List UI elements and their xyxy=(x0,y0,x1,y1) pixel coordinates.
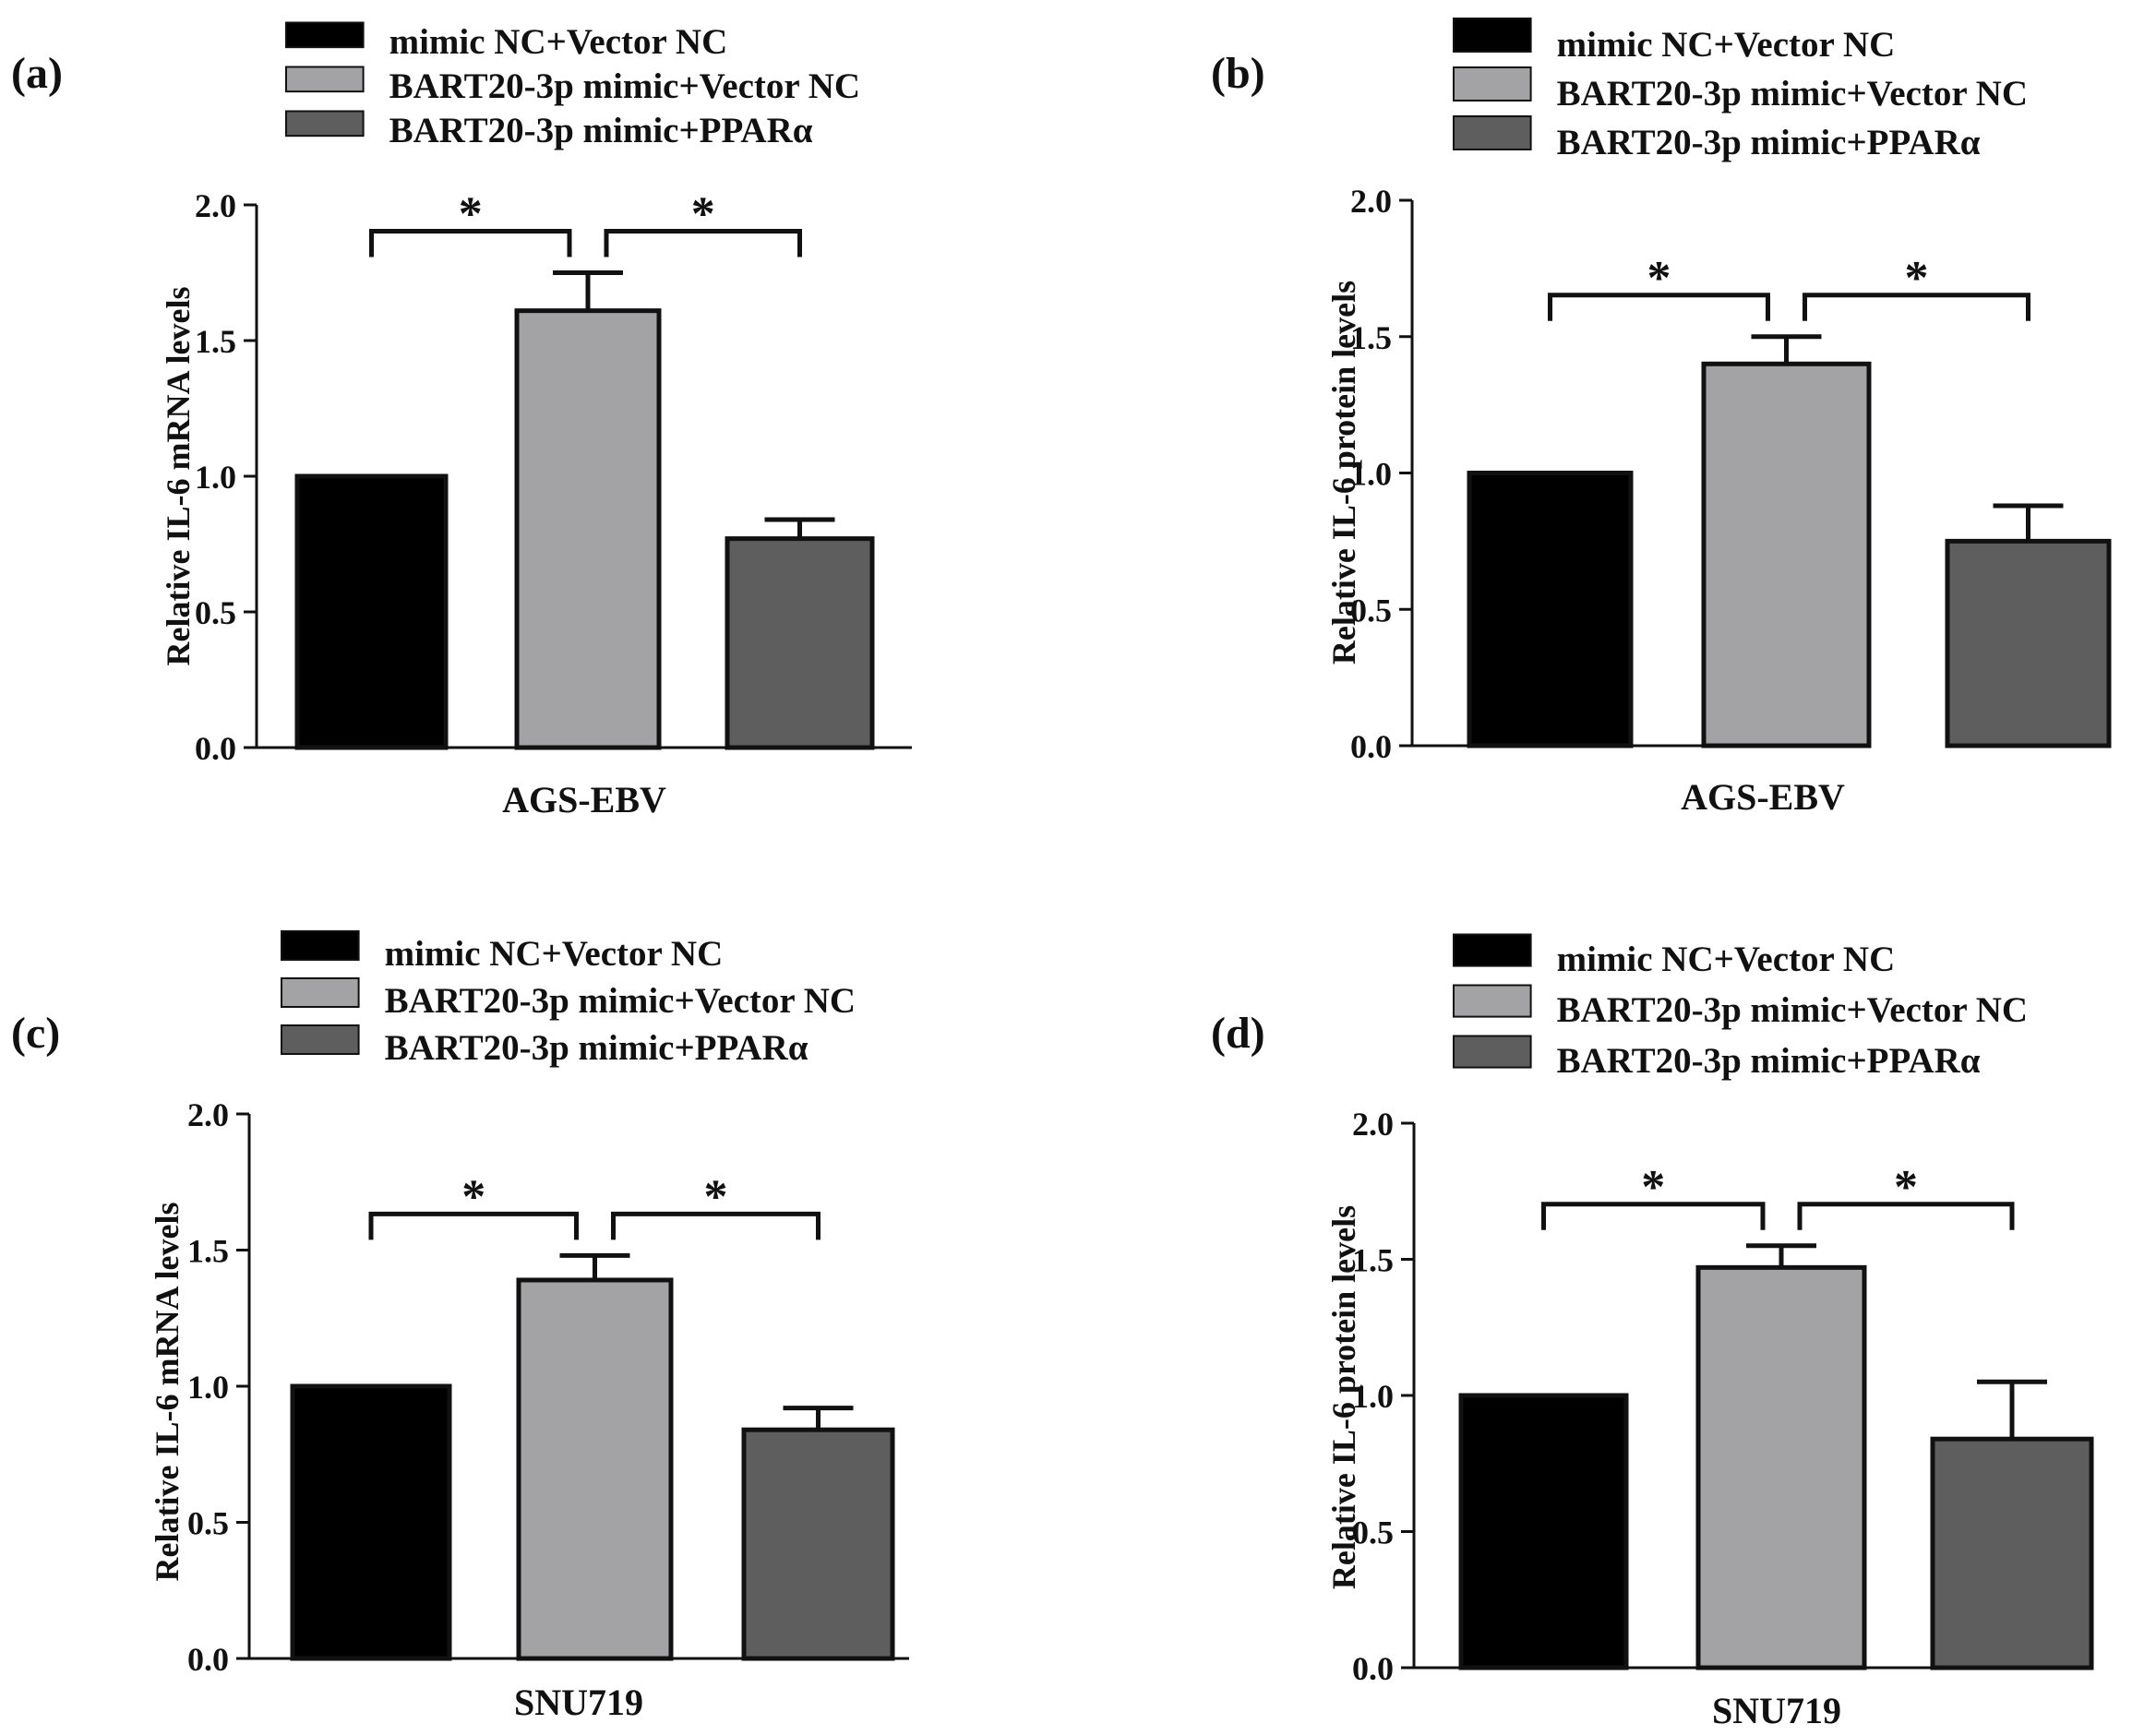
x-axis-label: SNU719 xyxy=(1712,1690,1841,1731)
y-tick-label: 2.0 xyxy=(1352,1106,1394,1143)
legend-swatch xyxy=(281,930,360,961)
legend-swatch xyxy=(1453,18,1532,53)
x-axis-label: AGS-EBV xyxy=(1681,776,1845,818)
chart-panel-d: (d) mimic NC+Vector NC BART20-3p mimic+Vec… xyxy=(1211,933,2094,1731)
bar xyxy=(290,1383,452,1661)
bar xyxy=(294,473,449,750)
bar xyxy=(516,1277,674,1661)
significance-star: * xyxy=(1647,252,1671,305)
chart-panel-c: (c) mimic NC+Vector NC BART20-3p mimic+Vec… xyxy=(11,930,909,1723)
y-tick-label: 1.5 xyxy=(1350,319,1392,356)
y-tick-label: 0.5 xyxy=(195,594,236,631)
y-tick-label: 0.0 xyxy=(187,1641,229,1678)
bar xyxy=(741,1427,895,1661)
legend-swatch xyxy=(285,21,365,49)
y-tick-label: 0.5 xyxy=(187,1505,229,1542)
legend-entry: mimic NC+Vector NC xyxy=(1557,940,1896,979)
significance-star: * xyxy=(1905,252,1929,305)
significance-bracket xyxy=(1548,293,1770,321)
y-axis-label: Relative IL-6 mRNA levels xyxy=(149,1203,186,1582)
panel-label: (a) xyxy=(11,49,63,98)
y-tick-label: 1.5 xyxy=(187,1233,229,1270)
y-tick-label: 1.0 xyxy=(195,459,236,496)
panel-label: (b) xyxy=(1211,49,1265,98)
x-axis-label: SNU719 xyxy=(514,1682,643,1723)
y-axis-label: Relative IL-6 mRNA levels xyxy=(160,287,197,666)
y-tick-label: 0.0 xyxy=(1352,1650,1394,1687)
significance-star: * xyxy=(459,188,483,241)
y-tick-label: 0.0 xyxy=(1350,728,1392,765)
panel-label: (d) xyxy=(1211,1009,1265,1058)
legend-entry: BART20-3p mimic+Vector NC xyxy=(385,981,856,1021)
legend-swatch xyxy=(281,1024,360,1055)
y-tick-label: 1.5 xyxy=(1352,1242,1394,1279)
significance-bracket xyxy=(1541,1202,1766,1230)
significance-star: * xyxy=(704,1170,728,1223)
y-tick-label: 2.0 xyxy=(187,1096,229,1133)
legend-entry: mimic NC+Vector NC xyxy=(385,934,724,974)
bar xyxy=(1695,1264,1867,1670)
y-tick-label: 0.0 xyxy=(195,730,236,767)
significance-bracket xyxy=(604,229,802,257)
legend-swatch xyxy=(1453,984,1532,1018)
legend-entry: BART20-3p mimic+Vector NC xyxy=(389,66,860,106)
legend-entry: BART20-3p mimic+PPARα xyxy=(389,111,813,150)
bar xyxy=(1467,471,1634,748)
significance-star: * xyxy=(691,188,715,241)
significance-bracket xyxy=(1803,293,2030,321)
bar xyxy=(514,308,662,750)
legend-swatch xyxy=(1453,66,1532,102)
y-tick-label: 1.0 xyxy=(187,1369,229,1406)
legend-swatch xyxy=(1453,1035,1532,1069)
bar xyxy=(1930,1436,2094,1670)
significance-star: * xyxy=(461,1170,485,1223)
x-axis-label: AGS-EBV xyxy=(502,779,666,820)
panel-label: (c) xyxy=(11,1009,60,1058)
significance-star: * xyxy=(1641,1161,1665,1214)
legend-entry: BART20-3p mimic+Vector NC xyxy=(1557,74,2028,114)
y-tick-label: 2.0 xyxy=(195,187,236,224)
legend-swatch xyxy=(285,66,365,93)
significance-bracket xyxy=(1797,1202,2015,1230)
y-tick-label: 0.5 xyxy=(1352,1515,1394,1551)
bar xyxy=(1945,538,2112,748)
legend-swatch xyxy=(281,977,360,1008)
significance-bracket xyxy=(368,1211,579,1240)
bar xyxy=(1701,361,1872,748)
legend-entry: mimic NC+Vector NC xyxy=(1557,25,1896,65)
y-tick-label: 0.5 xyxy=(1350,592,1392,629)
legend-swatch xyxy=(1453,933,1532,967)
y-tick-label: 1.0 xyxy=(1350,456,1392,493)
bar xyxy=(725,536,875,750)
significance-bracket xyxy=(611,1211,820,1240)
bar xyxy=(1458,1393,1629,1670)
y-axis-label: Relative IL-6 protein levels xyxy=(1325,281,1362,664)
chart-panel-b: (b) mimic NC+Vector NC BART20-3p mimic+Vec… xyxy=(1211,18,2112,818)
legend-entry: BART20-3p mimic+PPARα xyxy=(1557,1041,1981,1081)
y-tick-label: 1.5 xyxy=(195,323,236,360)
y-tick-label: 1.0 xyxy=(1352,1378,1394,1415)
legend-entry: BART20-3p mimic+Vector NC xyxy=(1557,990,2028,1030)
legend-entry: BART20-3p mimic+PPARα xyxy=(385,1028,808,1068)
legend-swatch xyxy=(1453,115,1532,150)
legend-swatch xyxy=(285,110,365,138)
significance-bracket xyxy=(369,229,572,257)
legend-entry: BART20-3p mimic+PPARα xyxy=(1557,123,1981,162)
legend-entry: mimic NC+Vector NC xyxy=(389,22,728,62)
significance-star: * xyxy=(1894,1161,1918,1214)
y-tick-label: 2.0 xyxy=(1350,183,1392,220)
y-axis-label: Relative IL-6 protein levels xyxy=(1325,1205,1362,1589)
